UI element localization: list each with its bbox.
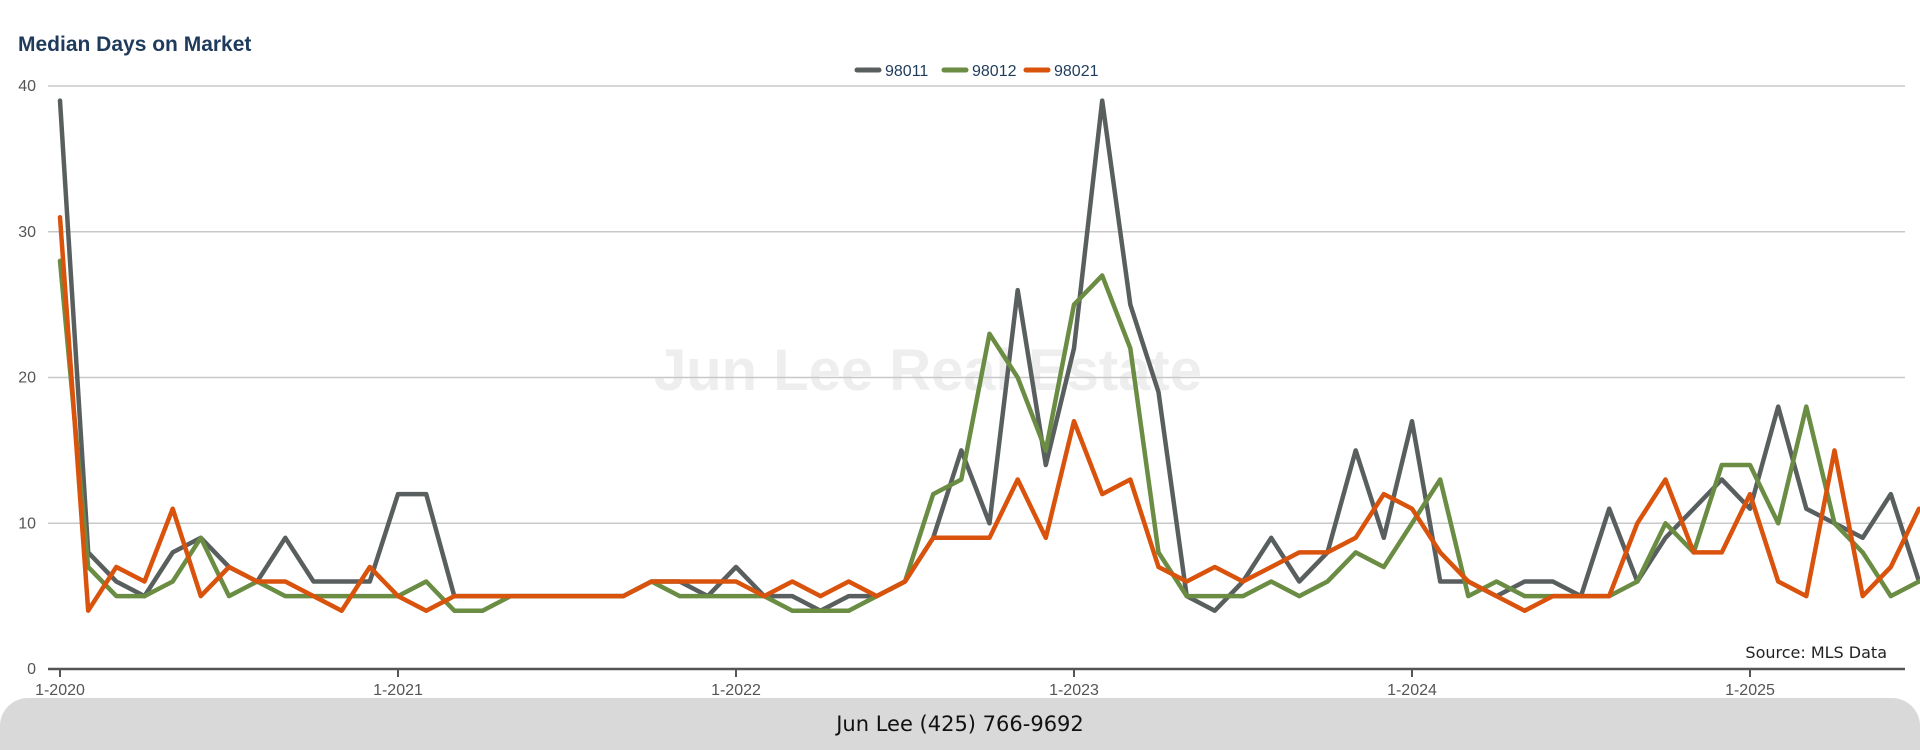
series-line-98012 (57, 258, 1920, 613)
x-tick-label: 1-2025 (1725, 682, 1775, 698)
legend-label: 98012 (972, 63, 1017, 80)
plot-area (57, 98, 1920, 613)
grid (48, 85, 1905, 524)
series-line-98021 (57, 214, 1920, 613)
legend: 98011 98012 98021 (854, 63, 1099, 80)
legend-label: 98021 (1054, 63, 1099, 80)
footer-bar: Jun Lee (425) 766-9692 (0, 698, 1920, 750)
watermark: Jun Lee Real Estate (654, 338, 1202, 403)
axes: 0 10 20 30 40 1-2020 1-2021 1-2022 1-2023 1-2024 1… (18, 78, 1905, 698)
source-note: Source: MLS Data (1745, 643, 1887, 662)
y-tick-label: 10 (18, 515, 36, 532)
chart: Jun Lee Real Estate 0 10 20 30 40 1-2020 1-202… (18, 33, 1920, 698)
legend-label: 98011 (885, 63, 928, 80)
x-tick-label: 1-2022 (711, 682, 761, 698)
footer-contact: Jun Lee (425) 766-9692 (836, 712, 1084, 736)
y-tick-label: 40 (18, 78, 36, 95)
x-tick-label: 1-2020 (35, 682, 85, 698)
y-tick-label: 30 (18, 224, 36, 241)
chart-title: Median Days on Market (18, 33, 251, 56)
series-line-98011 (57, 98, 1920, 613)
x-tick-label: 1-2023 (1049, 682, 1099, 698)
x-tick-label: 1-2021 (373, 682, 423, 698)
y-tick-label: 20 (18, 370, 36, 387)
y-tick-label: 0 (27, 661, 36, 678)
x-tick-label: 1-2024 (1387, 682, 1437, 698)
